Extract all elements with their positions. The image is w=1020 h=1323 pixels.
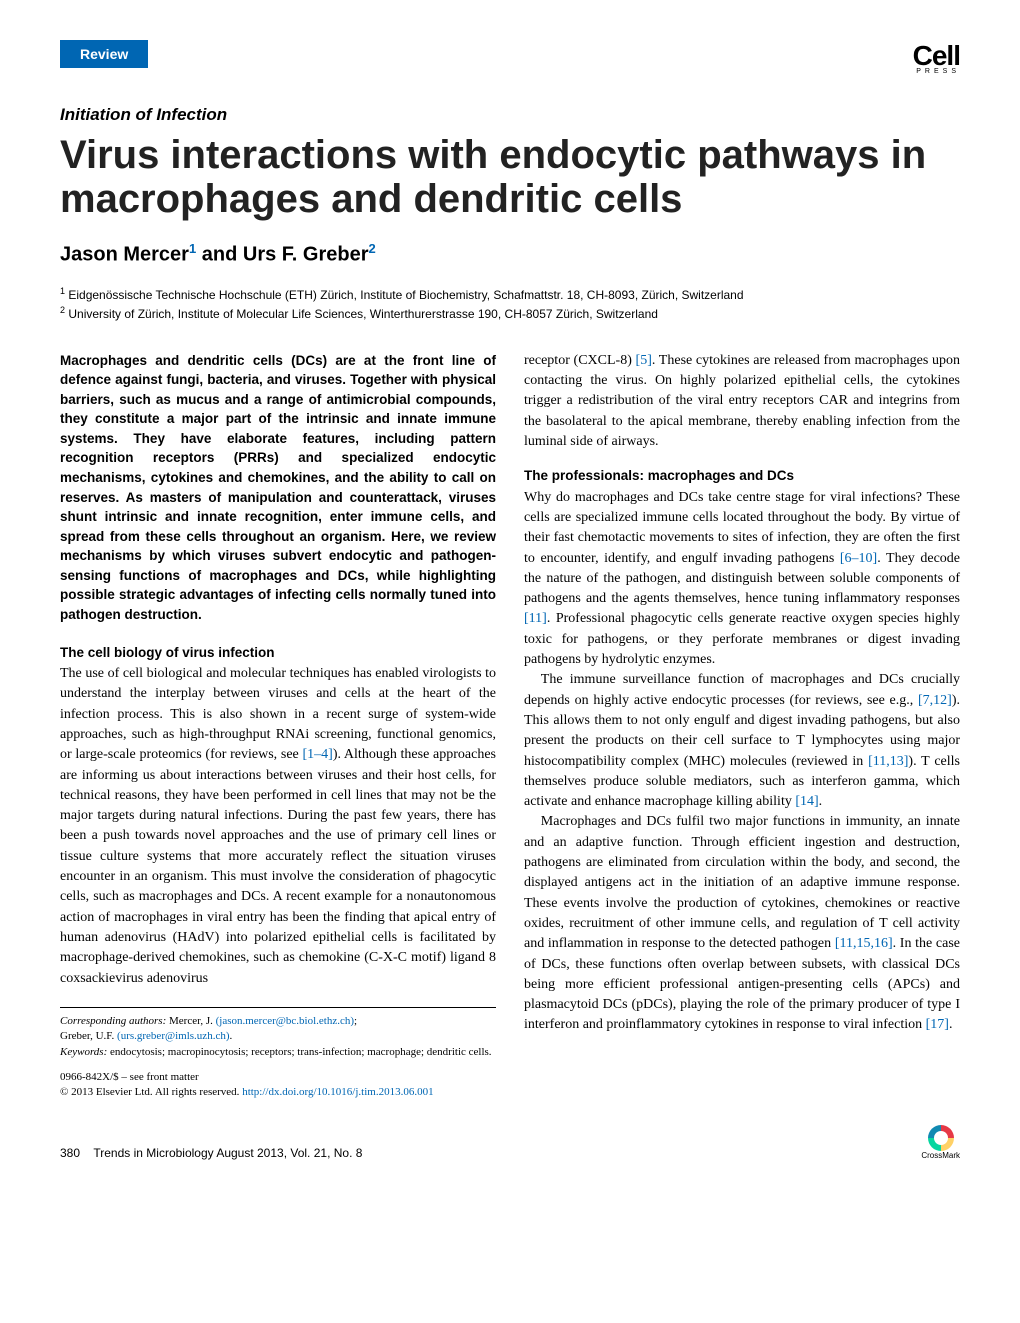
s2p3c: . bbox=[949, 1017, 953, 1032]
page-number: 380 bbox=[60, 1146, 80, 1160]
section2-para1: Why do macrophages and DCs take centre s… bbox=[524, 488, 960, 671]
keywords-label: Keywords: bbox=[60, 1046, 107, 1058]
crossmark-icon bbox=[928, 1125, 954, 1151]
ref-6-10[interactable]: [6–10] bbox=[840, 551, 877, 566]
ref-14[interactable]: [14] bbox=[795, 794, 818, 809]
col2-continuation: receptor (CXCL-8) [5]. These cytokines a… bbox=[524, 351, 960, 452]
ref-17[interactable]: [17] bbox=[926, 1017, 949, 1032]
footer-left: 380 Trends in Microbiology August 2013, … bbox=[60, 1146, 362, 1160]
aff1-text: Eidgenössische Technische Hochschule (ET… bbox=[65, 288, 744, 302]
header-row: Review Cell PRESS bbox=[60, 40, 960, 75]
author-2: Urs F. Greber bbox=[243, 244, 369, 266]
crossmark-label: CrossMark bbox=[921, 1151, 960, 1160]
corr2-email[interactable]: (urs.greber@imls.uzh.ch) bbox=[117, 1030, 229, 1042]
corresponding-authors-2: Greber, U.F. (urs.greber@imls.uzh.ch). bbox=[60, 1029, 496, 1044]
keywords-line: Keywords: endocytosis; macropinocytosis;… bbox=[60, 1045, 496, 1060]
crossmark-badge[interactable]: CrossMark bbox=[921, 1125, 960, 1160]
footnote-block: Corresponding authors: Mercer, J. (jason… bbox=[60, 1007, 496, 1101]
corr1-sep: ; bbox=[354, 1015, 357, 1027]
ref-5[interactable]: [5] bbox=[636, 353, 652, 368]
series-title: Initiation of Infection bbox=[60, 105, 960, 125]
ref-11[interactable]: [11] bbox=[524, 611, 547, 626]
c2p1a: receptor (CXCL-8) bbox=[524, 353, 636, 368]
affiliation-2: 2 University of Zürich, Institute of Mol… bbox=[60, 304, 960, 323]
journal-citation: Trends in Microbiology August 2013, Vol.… bbox=[93, 1146, 362, 1160]
author-and: and bbox=[196, 244, 243, 266]
right-column: receptor (CXCL-8) [5]. These cytokines a… bbox=[524, 351, 960, 1101]
ref-1-4[interactable]: [1–4] bbox=[302, 747, 332, 762]
s2p1c: . Professional phagocytic cells generate… bbox=[524, 611, 960, 667]
s1p1b: ). Although these approaches are informi… bbox=[60, 747, 496, 985]
corresponding-label: Corresponding authors: bbox=[60, 1015, 166, 1027]
review-badge: Review bbox=[60, 40, 148, 68]
s2p2a: The immune surveillance function of macr… bbox=[524, 672, 960, 707]
article-title: Virus interactions with endocytic pathwa… bbox=[60, 133, 960, 221]
ref-11-15-16[interactable]: [11,15,16] bbox=[835, 936, 893, 951]
logo-sub-text: PRESS bbox=[913, 68, 960, 75]
section2-para3: Macrophages and DCs fulfil two major fun… bbox=[524, 812, 960, 1035]
cell-press-logo: Cell PRESS bbox=[913, 40, 960, 75]
ref-11-13[interactable]: [11,13] bbox=[868, 754, 908, 769]
section1-para1: The use of cell biological and molecular… bbox=[60, 664, 496, 989]
s2p3a: Macrophages and DCs fulfil two major fun… bbox=[524, 814, 960, 951]
s2p2d: . bbox=[819, 794, 823, 809]
doi-link[interactable]: http://dx.doi.org/10.1016/j.tim.2013.06.… bbox=[242, 1086, 433, 1098]
affiliation-1: 1 Eidgenössische Technische Hochschule (… bbox=[60, 285, 960, 304]
authors: Jason Mercer1 and Urs F. Greber2 bbox=[60, 241, 960, 267]
section-heading-professionals: The professionals: macrophages and DCs bbox=[524, 466, 960, 486]
copyright-line: © 2013 Elsevier Ltd. All rights reserved… bbox=[60, 1085, 496, 1100]
two-column-body: Macrophages and dendritic cells (DCs) ar… bbox=[60, 351, 960, 1101]
page-footer: 380 Trends in Microbiology August 2013, … bbox=[60, 1125, 960, 1160]
section-heading-cell-biology: The cell biology of virus infection bbox=[60, 643, 496, 663]
corr2-end: . bbox=[230, 1030, 233, 1042]
author-1: Jason Mercer bbox=[60, 244, 189, 266]
affiliations: 1 Eidgenössische Technische Hochschule (… bbox=[60, 285, 960, 323]
abstract: Macrophages and dendritic cells (DCs) ar… bbox=[60, 351, 496, 625]
aff2-text: University of Zürich, Institute of Molec… bbox=[65, 307, 658, 321]
ref-7-12[interactable]: [7,12] bbox=[918, 693, 952, 708]
corr1-email[interactable]: (jason.mercer@bc.biol.ethz.ch) bbox=[216, 1015, 354, 1027]
left-column: Macrophages and dendritic cells (DCs) ar… bbox=[60, 351, 496, 1101]
copyright-text: © 2013 Elsevier Ltd. All rights reserved… bbox=[60, 1086, 242, 1098]
corr2-name: Greber, U.F. bbox=[60, 1030, 117, 1042]
section2-para2: The immune surveillance function of macr… bbox=[524, 670, 960, 812]
issn-line: 0966-842X/$ – see front matter bbox=[60, 1070, 496, 1085]
author-2-sup: 2 bbox=[368, 241, 375, 256]
keywords-text: endocytosis; macropinocytosis; receptors… bbox=[107, 1046, 491, 1058]
corr1-name: Mercer, J. bbox=[166, 1015, 215, 1027]
corresponding-authors: Corresponding authors: Mercer, J. (jason… bbox=[60, 1014, 496, 1029]
